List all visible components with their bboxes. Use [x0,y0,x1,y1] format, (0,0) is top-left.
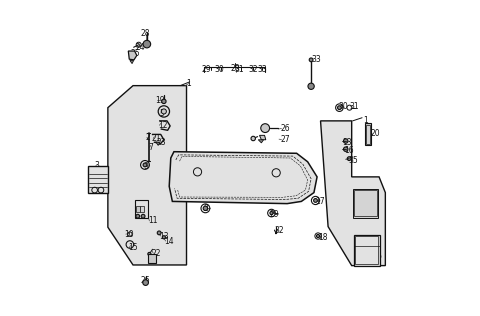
Text: 23: 23 [156,138,166,147]
Text: 5: 5 [159,108,164,118]
Bar [354,191,377,216]
Circle shape [270,211,273,215]
Polygon shape [156,142,160,145]
Text: 31: 31 [235,65,244,74]
Text: 33: 33 [311,55,321,64]
Text: 29: 29 [202,65,211,74]
Polygon shape [108,86,187,265]
Text: 34: 34 [368,194,378,204]
Text: 16: 16 [344,146,354,155]
Text: 9: 9 [143,162,148,171]
Text: 18: 18 [318,233,327,242]
Text: 29: 29 [270,210,279,218]
Polygon shape [321,121,385,265]
Polygon shape [130,60,133,64]
Polygon shape [128,51,137,60]
Text: 11: 11 [148,216,157,225]
Bar [366,125,370,143]
Polygon shape [258,140,264,143]
Text: 4: 4 [151,257,156,266]
Text: 8: 8 [204,204,209,213]
Text: 20: 20 [371,129,381,138]
Circle shape [316,234,320,238]
Text: 6: 6 [377,252,382,261]
Text: 15: 15 [128,243,138,252]
Text: 13: 13 [159,232,169,240]
Circle shape [313,198,317,202]
Text: 30: 30 [339,102,348,111]
Bar [140,205,144,212]
Text: 1: 1 [363,116,368,125]
Circle shape [308,83,314,89]
Circle shape [309,58,313,62]
Bar [134,199,148,218]
Circle shape [348,157,351,161]
Polygon shape [260,135,266,140]
Text: 2: 2 [145,133,150,142]
Text: 32: 32 [249,65,258,74]
Text: 28: 28 [140,29,150,38]
Text: 12: 12 [158,121,168,130]
Text: 3: 3 [95,161,99,170]
Text: 30: 30 [215,65,224,74]
Bar [355,236,378,264]
Text: 31: 31 [349,102,359,111]
Circle shape [141,214,145,218]
Bar [353,189,378,218]
Circle shape [148,252,151,256]
Text: 21: 21 [151,134,161,143]
Circle shape [162,99,166,104]
Text: 28: 28 [230,64,240,73]
Circle shape [136,214,140,218]
Text: 7: 7 [148,143,153,152]
Text: 17: 17 [315,197,325,206]
Circle shape [157,231,161,235]
Circle shape [337,106,341,110]
Text: 26: 26 [140,276,150,285]
Circle shape [203,206,207,210]
Bar [135,205,140,212]
Text: 1: 1 [187,79,192,88]
Text: 27: 27 [280,135,290,144]
Text: 25: 25 [131,49,141,58]
Text: 26: 26 [280,124,290,133]
Circle shape [161,109,167,114]
Circle shape [251,136,255,141]
Text: 33: 33 [258,65,267,74]
Text: 35: 35 [348,156,358,165]
Polygon shape [169,152,317,204]
Circle shape [143,40,151,48]
Bar [88,167,108,193]
Text: 32: 32 [275,227,284,235]
Text: 22: 22 [152,248,161,258]
Circle shape [261,124,270,132]
Circle shape [344,139,348,143]
Text: 24: 24 [135,43,145,52]
Text: 13: 13 [343,138,352,147]
Bar [354,235,380,265]
Circle shape [344,147,348,151]
Circle shape [143,280,148,285]
Text: 19: 19 [156,96,165,105]
Text: 10: 10 [124,230,134,239]
Circle shape [162,236,166,239]
Polygon shape [147,254,156,264]
Text: 14: 14 [165,237,174,246]
Circle shape [143,163,147,167]
Bar [365,123,371,145]
